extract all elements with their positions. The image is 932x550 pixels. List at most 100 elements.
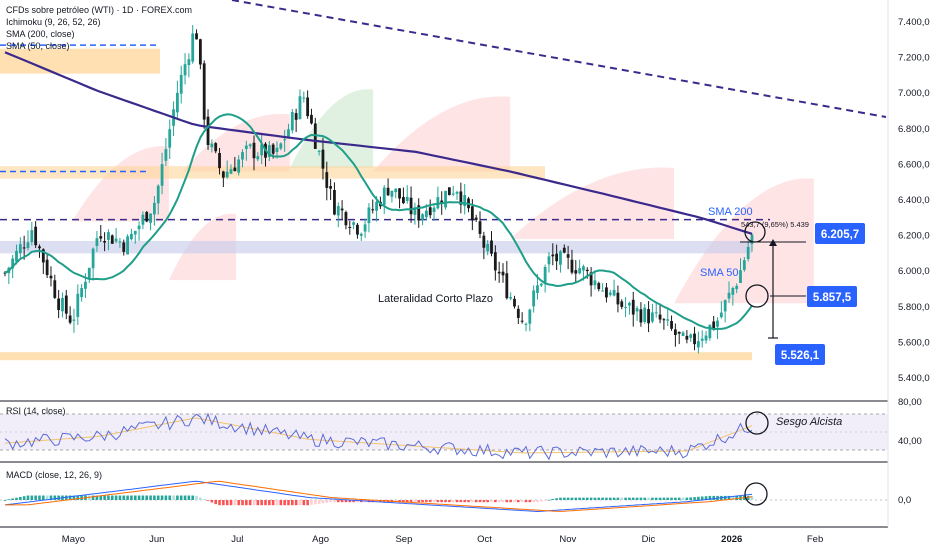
candle-body [566,254,570,258]
candle-body [310,114,313,124]
candle-body [635,308,639,312]
time-tick: Ago [312,534,329,545]
macd-hist-bar [432,500,436,503]
candle-body [405,196,409,201]
macd-hist-bar [536,500,539,503]
descending-trendline [231,0,887,118]
candle-body [244,145,248,149]
macd-hist-bar [149,495,152,500]
sma200-line [4,51,753,235]
candle-body [84,281,87,289]
candle-body [505,273,509,299]
macd-hist-bar [666,497,670,500]
candle-body [164,149,168,161]
candle-body [689,334,693,338]
candle-body [271,144,275,154]
price-tick: 6.200,0 [898,231,930,242]
candle-body [141,214,145,225]
macd-hist-bar [708,495,712,500]
candle-body [80,288,84,298]
candle-body [221,171,225,178]
candle-body [11,258,15,269]
macd-hist-bar [555,498,558,500]
candle-body [735,285,739,290]
candle-body [15,250,18,262]
candle-body [624,306,627,308]
candle-body [543,266,547,283]
macd-hist-bar [291,500,294,506]
candle-body [440,200,444,204]
macd-hist-bar [107,495,110,500]
macd-hist-bar [275,500,279,506]
macd-hist-bar [118,495,122,500]
candle-body [608,292,612,295]
candle-body [444,190,447,208]
macd-hist-bar [321,500,325,504]
macd-hist-bar [566,497,570,500]
macd-hist-bar [727,495,731,500]
candle-body [413,207,417,215]
macd-hist-bar [237,500,240,506]
candle-body [685,335,689,340]
candle-body [424,210,428,218]
macd-hist-bar [608,497,612,500]
macd-hist-bar [402,500,405,503]
macd-hist-bar [45,495,49,500]
candle-body [716,320,719,327]
candle-body [513,298,516,307]
price-label-5526: 5.526,1 [775,344,825,365]
time-tick: Sep [395,534,412,545]
macd-hist-bar [612,497,616,500]
macd-hist-bar [643,497,647,500]
candle-body [26,242,30,248]
range-annotation: Lateralidad Corto Plazo [378,293,493,305]
candle-body [616,292,620,305]
macd-hist-bar [271,500,275,506]
candle-body [18,244,22,254]
candle-body [421,214,424,220]
macd-hist-bar [520,500,524,503]
price-tick: 6.400,0 [898,195,930,206]
svg-text:5.526,1: 5.526,1 [781,350,820,362]
time-tick: Mayo [62,534,85,545]
candle-body [302,97,306,99]
candle-body [202,63,206,120]
macd-hist-bar [38,495,41,500]
chart-legend: CFDs sobre petróleo (WTI) · 1D · FOREX.c… [6,5,192,51]
candle-body [700,338,704,341]
candle-body [447,187,451,196]
macd-hist-bar [497,500,501,503]
macd-hist-bar [471,500,474,503]
macd-hist-bar [137,495,141,500]
candle-body [325,172,329,188]
macd-hist-bar [405,500,409,503]
time-tick: Dic [642,534,656,545]
candle-body [647,309,650,324]
macd-hist-bar [310,500,313,505]
candle-body [719,312,723,318]
svg-text:5.857,5: 5.857,5 [813,292,852,304]
macd-hist-bar [26,495,30,500]
macd-hist-bar [474,500,478,503]
macd-hist-bar [639,497,643,500]
candle-body [61,297,64,312]
macd-hist-bar [72,495,76,500]
candle-body [352,222,355,225]
candle-body [114,238,118,242]
candle-body [547,256,551,265]
rsi-circle [745,411,769,435]
macd-hist-bar [597,497,601,500]
candle-body [179,74,183,94]
candle-body [490,240,493,254]
macd-hist-bar [455,500,459,503]
candle-body [91,248,95,269]
candle-body [41,249,45,263]
macd-hist-bar [164,495,168,500]
candle-body [329,186,333,189]
candle-body [555,253,559,262]
macd-hist-bar [551,498,555,500]
candle-body [153,202,156,215]
candle-body [428,207,432,216]
candle-body [175,92,179,113]
candle-body [87,267,91,279]
